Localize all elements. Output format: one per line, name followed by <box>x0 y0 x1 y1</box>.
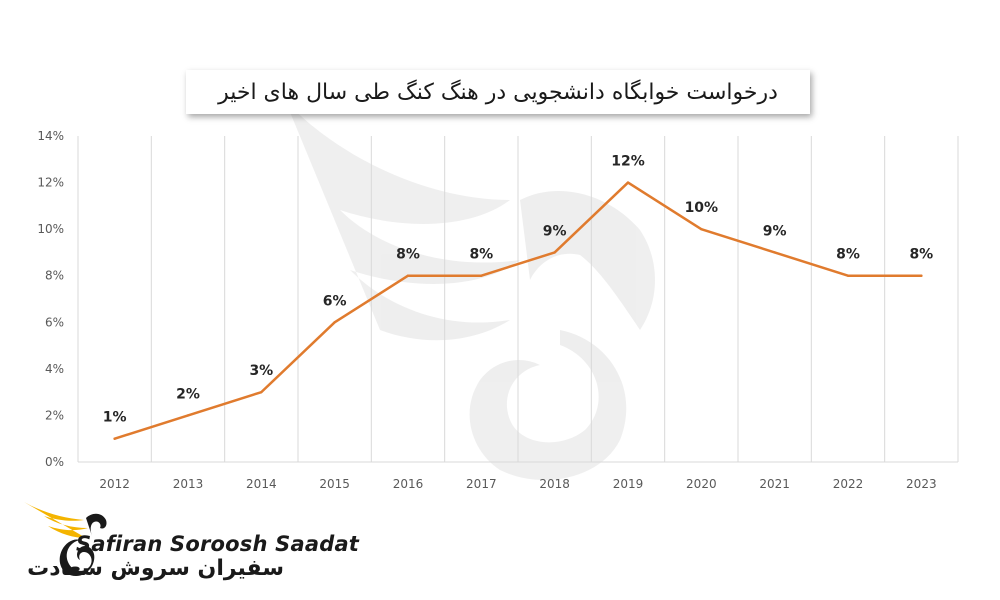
x-tick-label: 2016 <box>393 477 424 491</box>
x-tick-label: 2015 <box>319 477 350 491</box>
data-label: 10% <box>685 200 719 216</box>
data-label: 1% <box>103 410 127 426</box>
swan-wing-logo-icon <box>24 502 107 576</box>
data-point <box>406 274 410 277</box>
data-label: 2% <box>176 386 200 402</box>
chart-title: درخواست خوابگاه دانشجویی در هنگ کنگ طی س… <box>218 79 778 105</box>
x-tick-label: 2013 <box>173 477 204 491</box>
chart-title-box: درخواست خوابگاه دانشجویی در هنگ کنگ طی س… <box>186 70 810 114</box>
x-tick-label: 2012 <box>99 477 130 491</box>
data-point <box>553 251 556 254</box>
data-label: 3% <box>249 363 273 379</box>
y-tick-label: 6% <box>45 315 64 329</box>
y-tick-label: 2% <box>45 408 64 422</box>
data-point <box>846 274 850 277</box>
data-point <box>186 414 190 417</box>
y-tick-label: 0% <box>45 455 64 469</box>
data-point <box>260 390 263 394</box>
data-label: 12% <box>611 154 645 170</box>
data-point <box>920 274 923 277</box>
data-point <box>480 274 483 277</box>
data-point <box>113 437 116 440</box>
y-tick-label: 12% <box>37 176 64 190</box>
x-tick-label: 2021 <box>759 477 790 491</box>
data-point <box>700 227 703 231</box>
data-label: 6% <box>323 293 347 309</box>
y-tick-label: 8% <box>45 269 64 283</box>
data-label: 9% <box>763 223 787 239</box>
data-point <box>773 251 776 254</box>
data-point <box>333 321 336 324</box>
x-tick-label: 2023 <box>906 477 937 491</box>
data-label: 8% <box>909 247 933 263</box>
data-label: 9% <box>543 223 567 239</box>
data-label: 8% <box>396 247 420 263</box>
y-tick-label: 4% <box>45 362 64 376</box>
data-point <box>626 181 630 184</box>
data-label: 8% <box>469 247 493 263</box>
series-line <box>113 181 923 440</box>
logo-name-fa: سفیران سروش سعادت <box>27 556 284 581</box>
x-tick-label: 2020 <box>686 477 717 491</box>
x-tick-label: 2018 <box>539 477 570 491</box>
x-tick-label: 2014 <box>246 477 277 491</box>
y-tick-label: 14% <box>37 129 64 143</box>
y-tick-label: 10% <box>37 222 64 236</box>
x-tick-label: 2019 <box>613 477 644 491</box>
x-tick-label: 2022 <box>833 477 864 491</box>
logo-name-en: Safiran Soroosh Saadat <box>76 532 360 556</box>
data-label: 8% <box>836 247 860 263</box>
x-tick-label: 2017 <box>466 477 497 491</box>
